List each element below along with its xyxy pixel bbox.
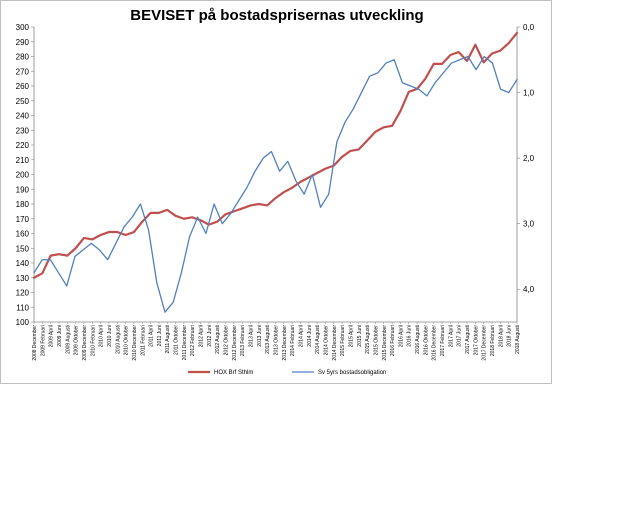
x-tick-label: 2018 April [498,325,504,347]
x-tick-label: 2010 Februari [90,325,96,356]
x-tick-label: 2017 April [448,325,454,347]
x-tick-label: 2015 Februari [340,325,346,356]
series-line-bond [33,55,518,313]
left-tick-label: 240 [16,112,30,121]
x-tick-label: 2009 Augusti [65,325,71,354]
x-tick-label: 2017 Februari [440,325,446,356]
left-tick-label: 280 [16,53,30,62]
x-tick-label: 2011 December [182,325,188,361]
right-tick-label: 1,0 [523,89,535,98]
x-tick-label: 2017 Augusti [465,325,471,354]
x-tick-label: 2016 Augusti [415,325,421,354]
x-tick-label: 2012 December [232,325,238,361]
x-tick-label: 2015 Juni [357,325,363,347]
x-tick-label: 2012 April [199,325,205,347]
left-tick-label: 180 [16,200,30,209]
x-tick-label: 2010 April [99,325,105,347]
left-tick-label: 260 [16,82,30,91]
x-tick-label: 2014 Oktober [323,325,329,356]
right-tick-label: 4,0 [523,285,535,294]
x-tick-label: 2010 Augusti [115,325,121,354]
x-tick-label: 2013 Oktober [274,325,280,356]
x-tick-label: 2009 December [82,325,88,361]
left-tick-label: 200 [16,171,30,180]
right-tick-label: 2,0 [523,154,535,163]
left-tick-label: 140 [16,259,30,268]
x-tick-label: 2016 Oktober [423,325,429,356]
left-tick-label: 230 [16,126,30,135]
x-tick-label: 2016 April [398,325,404,347]
x-tick-label: 2017 Oktober [473,325,479,356]
x-tick-label: 2017 December [482,325,488,361]
x-tick-label: 2014 Juni [307,325,313,347]
right-tick-label: 3,0 [523,220,535,229]
x-tick-label: 2013 Augusti [265,325,271,354]
chart-frame: BEVISET på bostadsprisernas utveckling [0,0,552,384]
x-tick-label: 2014 December [332,325,338,361]
x-tick-label: 2008 December [32,325,38,361]
left-tick-label: 190 [16,185,30,194]
x-tick-label: 2012 Februari [190,325,196,356]
x-tick-label: 2012 Augusti [215,325,221,354]
x-tick-label: 2013 Juni [257,325,263,347]
x-tick-label: 2011 April [149,325,155,347]
x-tick-label: 2013 Februari [240,325,246,356]
x-tick-label: 2015 Oktober [373,325,379,356]
x-tick-label: 2011 Augusti [165,325,171,354]
x-tick-label: 2012 Oktober [224,325,230,356]
x-tick-label: 2016 December [432,325,438,361]
left-tick-label: 130 [16,274,30,283]
x-tick-label: 2016 Februari [390,325,396,356]
left-tick-label: 300 [16,23,30,32]
series-line-hox [32,31,519,279]
x-tick-label: 2010 Juni [107,325,113,347]
x-tick-label: 2018 Februari [490,325,496,356]
x-tick-label: 2011 Oktober [174,325,180,355]
x-tick-label: 2011 Juni [157,325,163,346]
left-tick-label: 170 [16,215,30,224]
x-tick-label: 2017 Juni [457,325,463,347]
left-tick-label: 220 [16,141,30,150]
x-tick-label: 2014 Augusti [315,325,321,354]
x-tick-label: 2013 December [282,325,288,361]
legend-label: Sv 5yrs bostadsobligation [318,370,386,376]
left-tick-label: 290 [16,38,30,47]
left-tick-label: 270 [16,67,30,76]
line-chart: 100 110 120 130 140 150 160 170 180 190 200 210 220 2… [16,23,535,376]
chart-title: BEVISET på bostadsprisernas utveckling [130,7,424,24]
x-tick-label: 2014 April [298,325,304,347]
right-tick-label: 0,0 [523,23,535,32]
x-tick-label: 2018 Augusti [515,325,521,354]
x-tick-label: 2015 April [348,325,354,347]
x-tick-label: 2014 Februari [290,325,296,356]
x-tick-label: 2011 Februari [140,325,146,356]
left-tick-label: 110 [16,303,29,312]
legend-label: HOX Brf Sthlm [214,370,253,376]
x-tick-label: 2009 Februari [40,325,46,356]
x-tick-label: 2010 Oktober [124,325,130,356]
left-tick-label: 120 [16,289,30,298]
x-tick-label: 2015 Augusti [365,325,371,354]
x-tick-label: 2015 December [382,325,388,361]
left-tick-label: 150 [16,244,30,253]
x-tick-label: 2009 Oktober [74,325,80,356]
left-tick-label: 100 [16,318,30,327]
x-tick-label: 2009 Juni [57,325,63,347]
left-tick-label: 210 [16,156,30,165]
x-tick-label: 2012 Juni [207,325,213,347]
x-tick-label: 2018 Juni [507,325,513,347]
x-tick-label: 2013 April [249,325,255,347]
x-tick-label: 2010 December [132,325,138,361]
x-tick-label: 2009 April [49,325,55,347]
left-tick-label: 160 [16,230,30,239]
x-tick-label: 2016 Juni [407,325,413,347]
left-tick-label: 250 [16,97,30,106]
